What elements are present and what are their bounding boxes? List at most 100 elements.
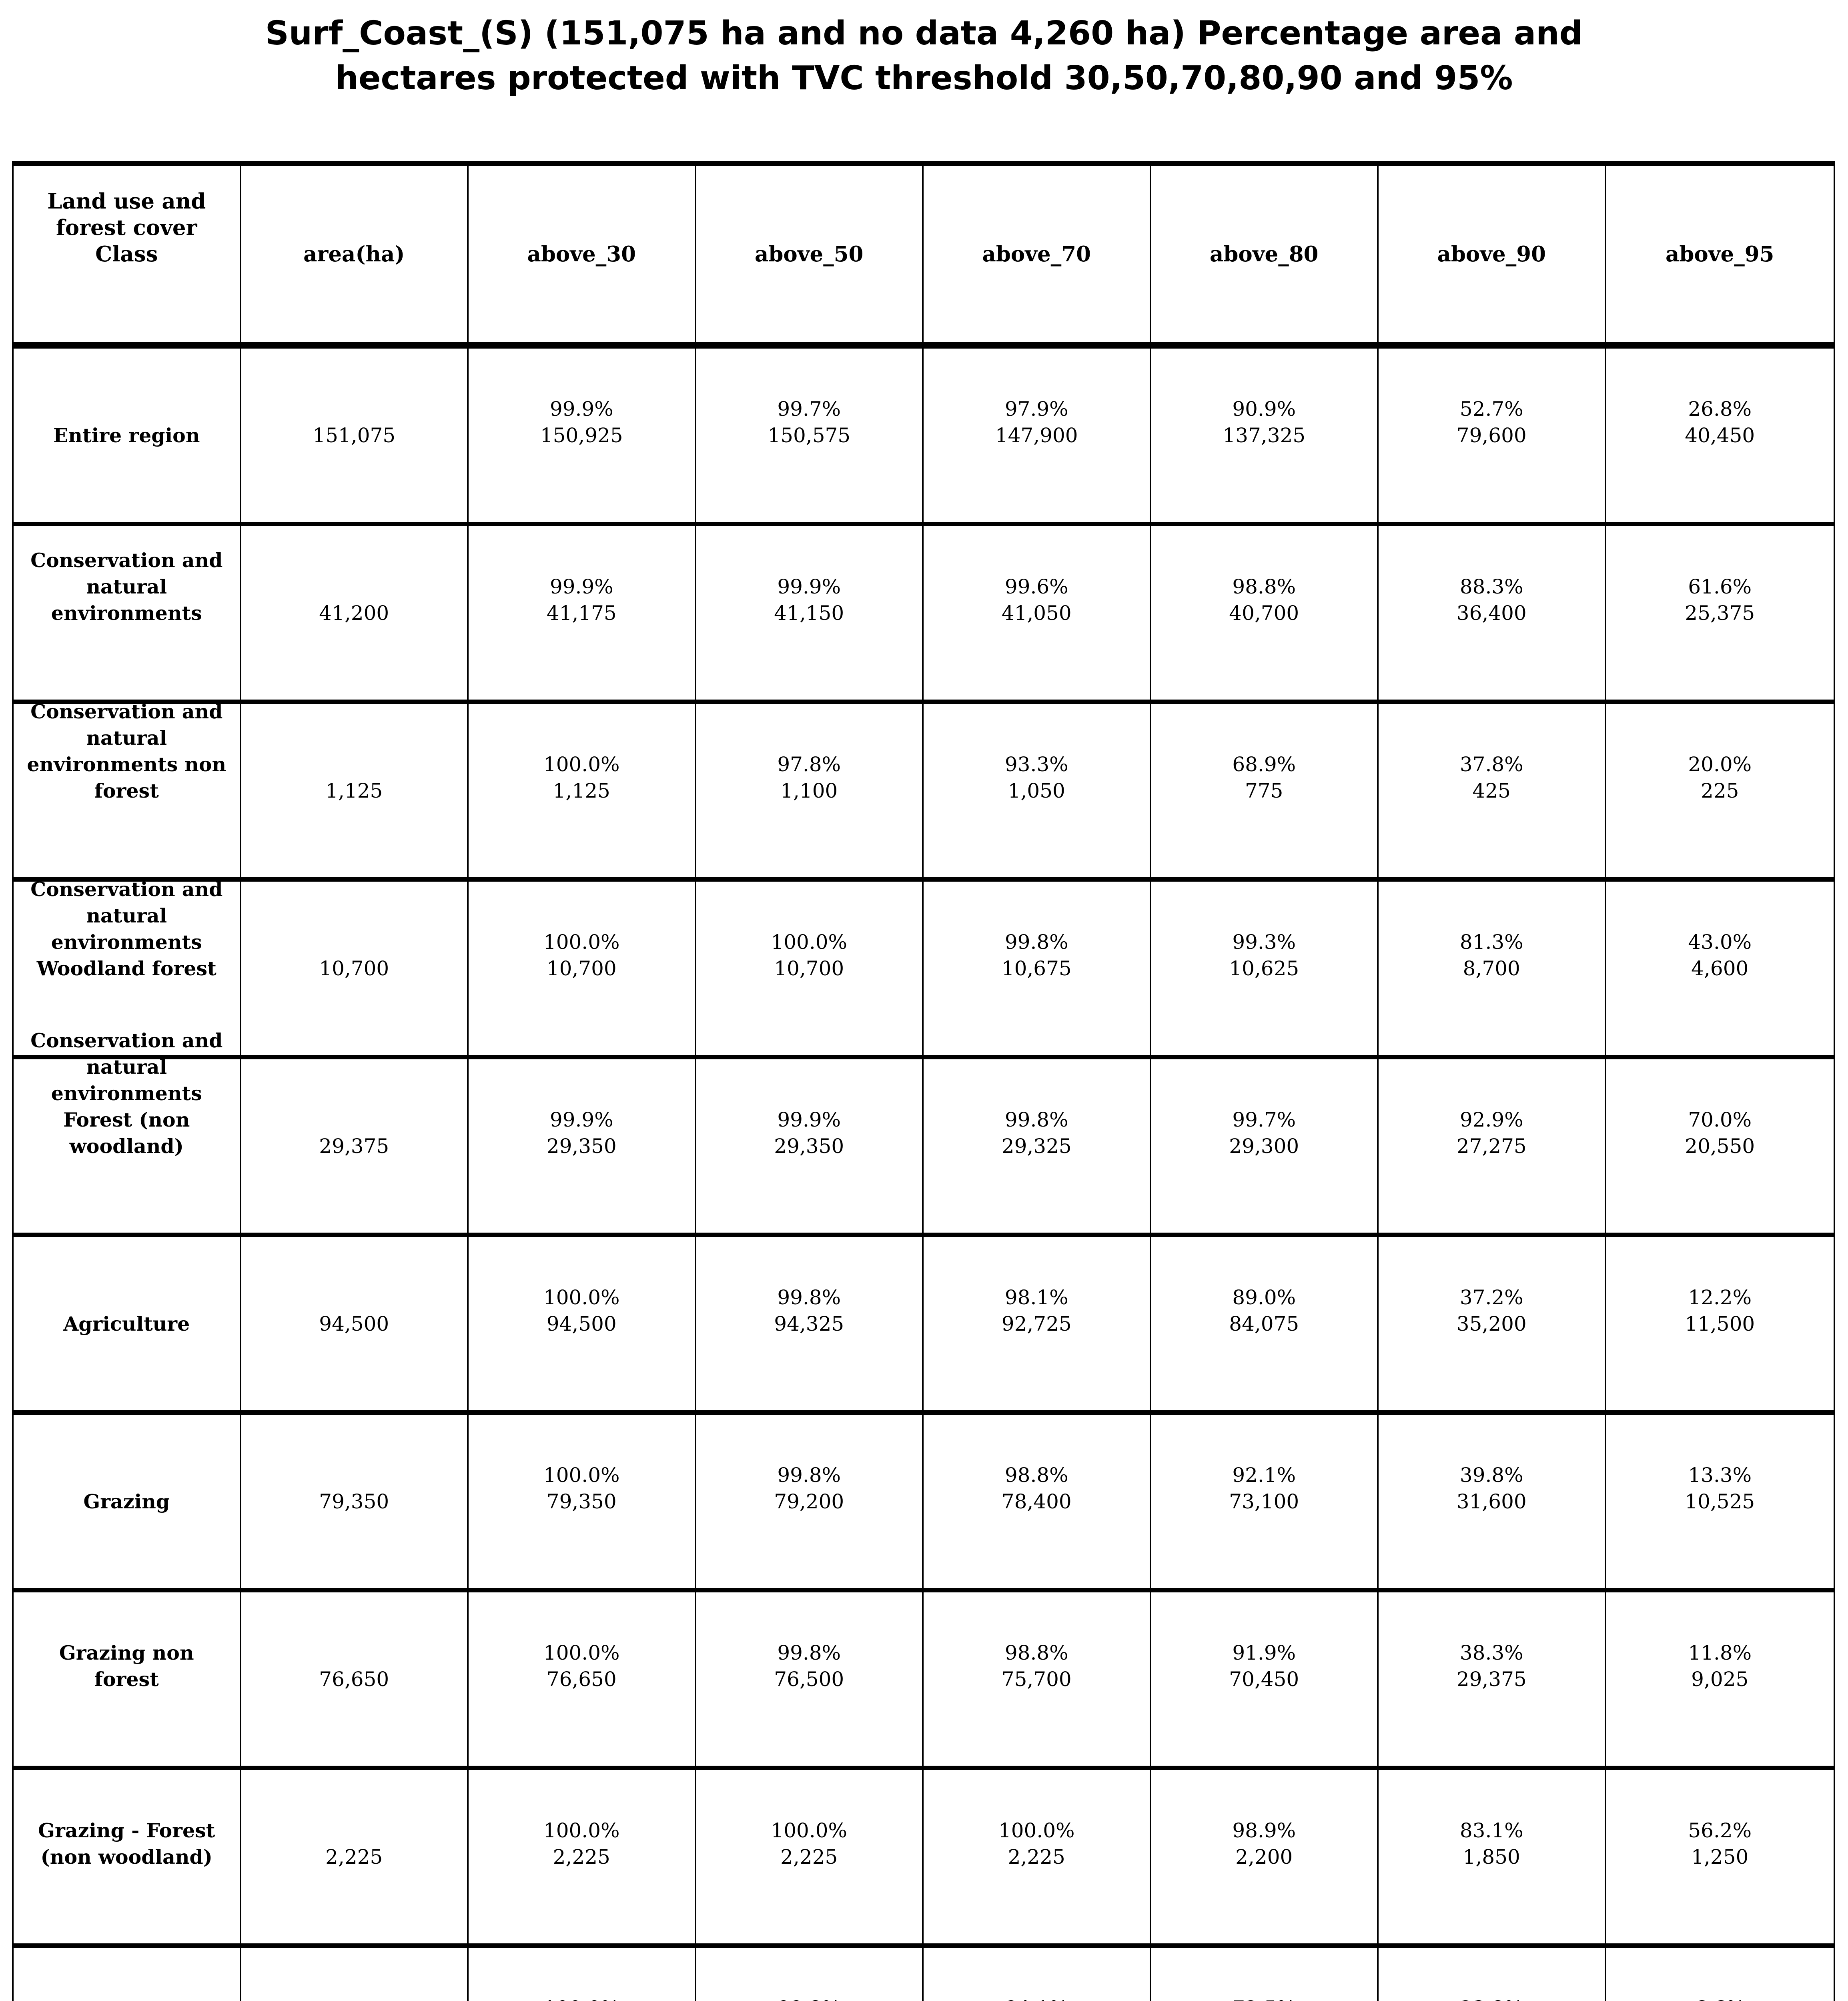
value-cell-text: 68.9% 775: [1232, 752, 1296, 802]
value-cell: 92.1% 73,100: [1151, 1415, 1379, 1592]
value-cell-text: 12.2% 11,500: [1685, 1285, 1755, 1335]
value-cell-text: 99.8% 29,325: [1001, 1108, 1072, 1158]
value-cell-text: 98.8% 40,700: [1229, 575, 1299, 625]
value-cell: 98.8% 78,400: [924, 1415, 1151, 1592]
value-cell-text: 11.8% 9,025: [1688, 1641, 1752, 1691]
row-label-cell-text: Conservation and natural environments Fo…: [30, 1029, 223, 1158]
value-cell: 100.0% 2,225: [696, 1770, 924, 1948]
value-cell-text: 81.3% 8,700: [1459, 930, 1523, 980]
value-cell: 91.9% 70,450: [1151, 1592, 1379, 1770]
area-cell: 41,200: [241, 526, 469, 704]
value-cell-text: 37.8% 425: [1459, 752, 1523, 802]
value-cell: 89.0% 84,075: [1151, 1237, 1379, 1415]
value-cell: 83.1% 1,850: [1379, 1770, 1606, 1948]
value-cell: 99.9% 41,175: [469, 526, 696, 704]
value-cell: 100.0% 1,125: [469, 704, 696, 882]
value-cell-text: 99.9% 150,925: [540, 397, 623, 447]
header-cell-text: above_80: [1209, 242, 1319, 267]
row-label-cell: Conservation and natural environments Fo…: [14, 1029, 241, 1237]
value-cell: 97.9% 147,900: [924, 349, 1151, 526]
header-cell-text: above_30: [527, 242, 636, 267]
value-cell-text: 83.1% 1,850: [1459, 1819, 1523, 1869]
header-cell: above_95: [1606, 166, 1834, 349]
value-cell-text: 92.9% 27,275: [1456, 1108, 1527, 1158]
header-cell: above_90: [1379, 166, 1606, 349]
value-cell: 99.8% 10,675: [924, 882, 1151, 1059]
value-cell: 88.3% 36,400: [1379, 526, 1606, 704]
row-label-cell: Grazing: [14, 1415, 241, 1592]
value-cell-text: 99.7% 150,575: [768, 397, 851, 447]
row-label-cell-text: Conservation and natural environments Wo…: [30, 877, 223, 980]
value-cell: 99.9% 150,925: [469, 349, 696, 526]
value-cell-text: 99.9% 41,175: [546, 575, 617, 625]
value-cell: 98.8% 40,700: [1151, 526, 1379, 704]
value-cell: 99.7% 150,575: [696, 349, 924, 526]
area-cell: 10,700: [241, 882, 469, 1059]
value-cell: 99.6% 41,050: [924, 526, 1151, 704]
area-cell: 79,350: [241, 1415, 469, 1592]
value-cell-text: 98.8% 78,400: [1001, 1463, 1072, 1513]
value-cell-text: 6.6% 925: [1606, 1995, 1834, 2001]
area-cell: 76,650: [241, 1592, 469, 1770]
row-label-cell-text: Conservation and natural environments no…: [27, 700, 226, 802]
value-cell-text: 37.2% 35,200: [1456, 1285, 1527, 1335]
value-cell-text: 99.9% 29,350: [546, 1108, 617, 1158]
value-cell-text: 100.0% 10,700: [771, 930, 848, 980]
area-cell-text: 79,350: [319, 1490, 389, 1513]
value-cell-text: 100.0% 14,000: [469, 1995, 695, 2001]
area-cell-text: 29,375: [319, 1134, 389, 1158]
row-label-cell-text: Agriculture: [63, 1312, 190, 1335]
value-cell-text: 100.0% 94,500: [543, 1285, 620, 1335]
value-cell: 61.6% 25,375: [1606, 526, 1834, 704]
value-cell: 37.2% 35,200: [1379, 1237, 1606, 1415]
header-cell-text: area(ha): [303, 242, 405, 267]
value-cell-text: 100.0% 2,225: [771, 1819, 848, 1869]
value-cell-text: 99.8% 79,200: [774, 1463, 844, 1513]
value-cell: 93.3% 1,050: [924, 704, 1151, 882]
row-label-cell-text: Grazing - Forest (non woodland): [38, 1819, 215, 1869]
row-label-cell-text: Grazing non forest: [59, 1641, 194, 1691]
value-cell-text: 26.8% 40,450: [1685, 397, 1755, 447]
header-cell-text: above_50: [754, 242, 864, 267]
header-cell: Land use and forest cover Class: [14, 166, 241, 349]
header-cell: above_50: [696, 166, 924, 349]
value-cell: 100.0% 2,225: [469, 1770, 696, 1948]
header-cell: above_30: [469, 166, 696, 349]
value-cell: 6.6% 925: [1606, 1948, 1834, 2001]
area-cell-text: 1,125: [325, 779, 383, 802]
row-label-cell: Conservation and natural environments: [14, 526, 241, 704]
value-cell: 100.0% 10,700: [696, 882, 924, 1059]
value-cell: 81.3% 8,700: [1379, 882, 1606, 1059]
value-cell-text: 99.8% 76,500: [774, 1641, 844, 1691]
value-cell: 99.8% 79,200: [696, 1415, 924, 1592]
area-cell: 2,225: [241, 1770, 469, 1948]
value-cell-text: 91.9% 70,450: [1229, 1641, 1299, 1691]
area-cell: 94,500: [241, 1237, 469, 1415]
area-cell-text: 41,200: [319, 601, 389, 625]
value-cell-text: 99.9% 29,350: [774, 1108, 844, 1158]
value-cell: 39.8% 31,600: [1379, 1415, 1606, 1592]
value-cell-text: 100.0% 1,125: [543, 752, 620, 802]
value-cell-text: 20.0% 225: [1688, 752, 1752, 802]
row-label-cell-text: Entire region: [53, 423, 200, 447]
value-cell: 100.0% 76,650: [469, 1592, 696, 1770]
value-cell-text: 97.8% 1,100: [777, 752, 841, 802]
value-cell-text: 100.0% 79,350: [543, 1463, 620, 1513]
value-cell-text: 99.6% 41,050: [1001, 575, 1072, 625]
value-cell-text: 88.3% 36,400: [1456, 575, 1527, 625]
value-cell: 100.0% 79,350: [469, 1415, 696, 1592]
header-cell-text: Land use and forest cover Class: [47, 189, 206, 267]
value-cell: 99.7% 29,300: [1151, 1059, 1379, 1237]
value-cell-text: 89.0% 84,075: [1229, 1285, 1299, 1335]
value-cell-text: 99.8% 94,325: [774, 1285, 844, 1335]
value-cell: 13.3% 10,525: [1606, 1415, 1834, 1592]
value-cell-text: 99.7% 29,300: [1229, 1108, 1299, 1158]
area-cell: 29,375: [241, 1059, 469, 1237]
header-cell-text: above_95: [1665, 242, 1774, 267]
page-title: Surf_Coast_(S) (151,075 ha and no data 4…: [265, 14, 1583, 97]
area-cell: 1,125: [241, 704, 469, 882]
value-cell-text: 72.5% 10,150: [1151, 1995, 1377, 2001]
value-cell: 100.0% 94,500: [469, 1237, 696, 1415]
value-cell-text: 100.0% 10,700: [543, 930, 620, 980]
value-cell: 100.0% 14,000: [469, 1948, 696, 2001]
